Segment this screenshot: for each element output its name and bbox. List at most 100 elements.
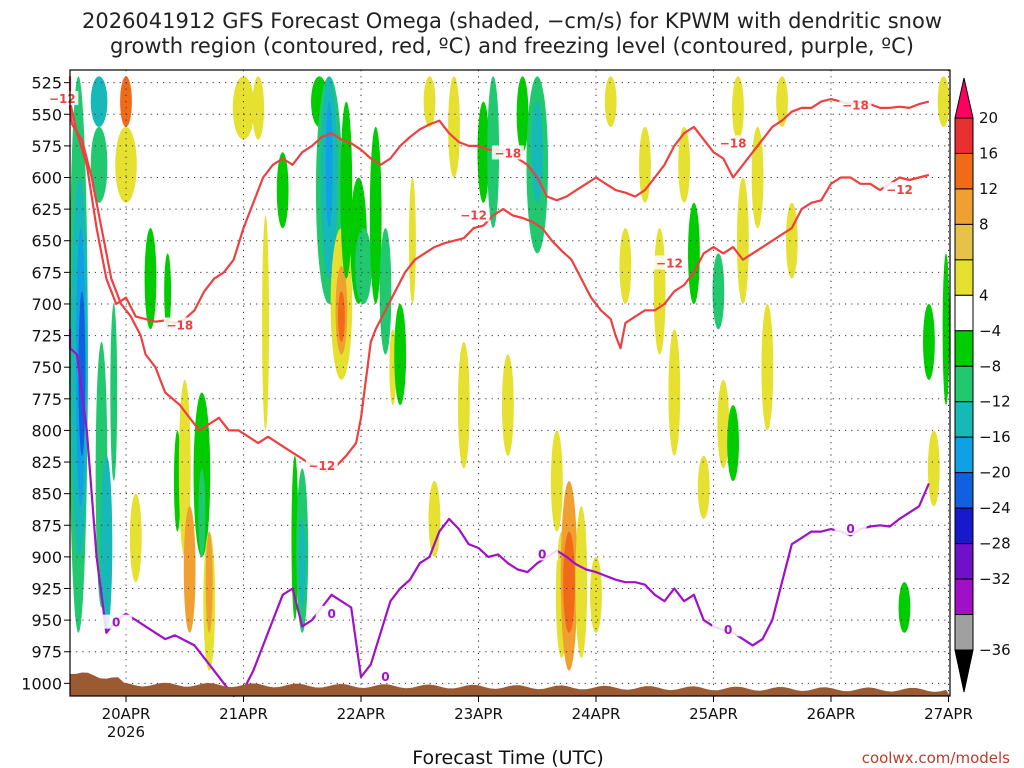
omega-shade-blob xyxy=(369,126,382,304)
colorbar-label: 16 xyxy=(979,144,998,162)
omega-shade-blob xyxy=(712,253,725,330)
x-tick-label: 27APR xyxy=(924,705,973,723)
y-tick-label: 850 xyxy=(31,485,62,504)
x-tick-label: 22APR xyxy=(337,705,386,723)
omega-shade-blob xyxy=(697,455,710,519)
ground-terrain xyxy=(70,672,950,696)
contour-label: 0 xyxy=(327,607,335,621)
y-tick-label: 775 xyxy=(31,390,62,409)
x-axis-title: Forecast Time (UTC) xyxy=(412,747,603,768)
omega-shade-blob xyxy=(90,76,108,127)
omega-shade-blob xyxy=(575,506,588,659)
omega-shade-blob xyxy=(100,455,113,633)
omega-shade-blob xyxy=(291,455,299,621)
contour-label-bg xyxy=(457,207,490,222)
omega-shade-blob xyxy=(590,556,602,633)
contour-label: −12 xyxy=(460,208,487,222)
chart-title-line2: growth region (contoured, red, ºC) and f… xyxy=(110,34,914,58)
contour-label: −18 xyxy=(720,136,747,150)
omega-shade-blob xyxy=(144,228,157,330)
colorbar-swatch xyxy=(954,578,974,616)
y-axis: 525 550 575 600 625 650 675 700 725 750 775 800 825 8… xyxy=(21,74,70,693)
colorbar-label: −28 xyxy=(979,535,1011,553)
omega-shade-blob xyxy=(732,76,744,140)
omega-shade-blob xyxy=(448,76,460,178)
colorbar-label: 8 xyxy=(979,215,989,233)
colorbar-bottom-arrow xyxy=(954,649,974,693)
y-tick-label: 825 xyxy=(31,453,62,472)
omega-shade-blob xyxy=(619,228,632,304)
contour-label-bg xyxy=(834,521,867,536)
omega-shade-blob xyxy=(276,152,289,229)
y-tick-label: 750 xyxy=(31,358,62,377)
omega-shade-blob xyxy=(776,76,788,127)
colorbar-label: 12 xyxy=(979,180,998,198)
colorbar-label: −4 xyxy=(979,322,1001,340)
omega-shade-blob xyxy=(563,531,575,633)
contour-label: −18 xyxy=(166,318,193,332)
omega-shade-blob xyxy=(923,303,935,380)
omega-shade-blob xyxy=(751,126,764,229)
y-tick-label: 575 xyxy=(31,137,62,156)
contour-dgz-minus-18 xyxy=(68,76,930,324)
omega-shading-layer xyxy=(69,76,950,671)
omega-shade-blob xyxy=(898,582,911,633)
x-tick-label: 21APR xyxy=(219,705,268,723)
colorbar-swatch xyxy=(954,507,974,545)
colorbar-swatch xyxy=(954,259,974,296)
omega-shade-blob xyxy=(639,126,651,203)
omega-shade-blob xyxy=(457,341,470,469)
y-tick-label: 650 xyxy=(31,232,62,251)
omega-shade-blob xyxy=(550,430,563,532)
omega-shade-blob xyxy=(252,76,265,140)
x-tick-label: 23APR xyxy=(454,705,503,723)
contour-label-bg xyxy=(883,182,916,197)
x-tick-label: 20APR xyxy=(102,705,151,723)
contour-label-bg xyxy=(712,622,745,637)
colorbar-label: −36 xyxy=(979,641,1011,659)
contour-label: −12 xyxy=(49,92,76,106)
colorbar-label: 4 xyxy=(979,286,989,304)
colorbar-swatch xyxy=(954,188,974,225)
colorbar-swatch xyxy=(954,401,974,438)
y-tick-label: 900 xyxy=(31,548,62,567)
contour-label: −18 xyxy=(842,98,869,112)
omega-shade-blob xyxy=(501,354,514,456)
colorbar-swatch xyxy=(954,117,974,154)
contour-label: 0 xyxy=(846,522,854,536)
omega-shade-blob xyxy=(298,518,306,608)
omega-shade-blob xyxy=(678,126,691,203)
grid-layer xyxy=(70,70,950,696)
omega-shade-blob xyxy=(604,76,617,127)
x-axis: 20APR 21APR 22APR 23APR 24APR 25APR 26APR 27APR xyxy=(102,696,973,723)
colorbar-swatch xyxy=(954,436,974,474)
omega-shade-blob xyxy=(668,329,681,456)
omega-shade-blob xyxy=(90,126,108,203)
omega-shade-blob xyxy=(937,76,950,127)
colorbar-swatch xyxy=(954,223,974,261)
contour-label: 0 xyxy=(112,616,120,630)
colorbar-label: 20 xyxy=(979,109,998,127)
y-tick-label: 800 xyxy=(31,421,62,440)
omega-shade-blob xyxy=(379,228,392,355)
colorbar-top-arrow xyxy=(954,77,974,119)
omega-shade-blob xyxy=(927,430,940,507)
y-tick-label: 700 xyxy=(31,295,62,314)
y-tick-label: 975 xyxy=(31,643,62,662)
contour-label: 0 xyxy=(381,670,389,684)
omega-shade-blob xyxy=(942,253,950,406)
y-tick-label: 1000 xyxy=(21,674,62,693)
plot-frame xyxy=(69,69,951,697)
contour-label: 0 xyxy=(538,547,546,561)
y-tick-label: 525 xyxy=(31,74,62,93)
contour-label-bg xyxy=(315,605,348,620)
omega-shade-blob xyxy=(688,202,700,304)
contour-layer: −12 −12 −12 −12 −12 −18 −18 −18 −18 0 0 0 0 0 0 xyxy=(46,76,930,698)
contour-label-bg xyxy=(369,669,402,684)
colorbar-swatch xyxy=(954,152,974,190)
omega-shade-blob xyxy=(183,506,196,633)
contour-label-bg xyxy=(526,546,559,561)
contour-label-bg xyxy=(491,145,524,160)
omega-shade-blob xyxy=(129,493,142,583)
colorbar: 20 16 12 8 4 −4 −8 −12 −16 −20 −24 −28 −32 −36 xyxy=(954,77,1011,693)
